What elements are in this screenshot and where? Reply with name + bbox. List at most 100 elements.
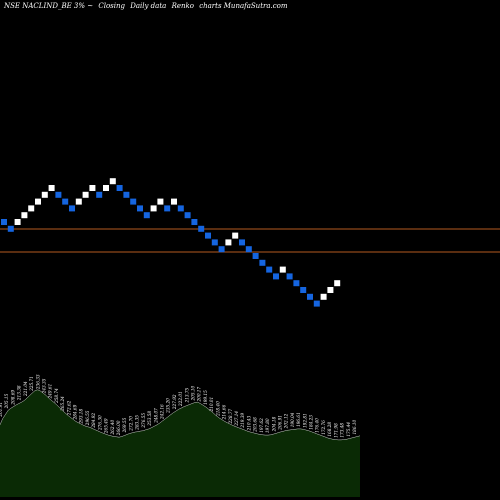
volume-value-label: 227.92: [172, 394, 177, 410]
renko-brick-down: [96, 191, 103, 198]
volume-value-label: 243.35: [42, 378, 47, 394]
volume-value-label: 210.01: [209, 397, 214, 413]
volume-value-label: 218.40: [215, 401, 220, 417]
renko-brick-down: [62, 198, 69, 205]
renko-brick-down: [1, 219, 7, 225]
renko-brick-up: [225, 239, 232, 246]
volume-value-label: 296.55: [85, 410, 90, 426]
renko-brick-up: [82, 191, 89, 198]
renko-brick-down: [164, 205, 171, 212]
renko-brick-down: [137, 205, 143, 212]
renko-brick-down: [313, 300, 320, 307]
volume-value-label: 258.74: [54, 388, 59, 404]
renko-brick-down: [7, 225, 14, 232]
volume-value-label: 249.61: [48, 384, 53, 400]
renko-brick-down: [245, 246, 252, 253]
renko-brick-up: [171, 198, 177, 205]
volume-value-label: 235.20: [166, 398, 171, 414]
volume-value-label: 265.24: [60, 396, 65, 412]
renko-brick-down: [266, 266, 273, 273]
renko-brick-up: [157, 198, 164, 205]
renko-brick-up: [327, 287, 334, 293]
volume-value-label: 196.61: [296, 412, 301, 427]
renko-brick-down: [130, 198, 137, 205]
volume-value-label: 227.14: [234, 411, 239, 427]
volume-value-label: 228.77: [228, 409, 233, 425]
volume-value-label: 184.23: [309, 415, 314, 430]
renko-brick-up: [150, 205, 157, 212]
volume-value-label: 201.91: [0, 402, 3, 418]
volume-value-label: 262.40: [110, 420, 115, 436]
volume-value-label: 208.69: [10, 390, 15, 406]
renko-brick-up: [109, 178, 116, 185]
renko-brick-down: [300, 287, 307, 293]
renko-brick-down: [293, 280, 300, 287]
volume-value-label: 204.18: [271, 416, 276, 432]
volume-value-label: 190.04: [290, 412, 295, 427]
renko-brick-down: [191, 219, 198, 225]
volume-value-label: 276.30: [97, 415, 102, 431]
renko-brick-down: [273, 273, 279, 280]
volume-value-label: 284.92: [91, 413, 96, 429]
renko-brick-down: [123, 191, 130, 198]
volume-value-label: 219.39: [240, 413, 245, 429]
renko-brick-down: [252, 253, 259, 259]
renko-brick-down: [211, 239, 218, 246]
volume-value-label: 276.55: [141, 413, 146, 429]
renko-brick-down: [55, 191, 62, 198]
renko-brick-down: [184, 212, 191, 219]
renko-brick-down: [239, 239, 245, 246]
volume-value-label: 242.16: [160, 404, 165, 420]
volume-value-label: 197.62: [259, 418, 264, 433]
volume-value-label: 172.76: [321, 420, 326, 435]
volume-value-label: 265.49: [104, 418, 109, 434]
chart-header: NSE NACLIND_BE 3% ~ Closing Daily data R…: [4, 2, 291, 10]
renko-brick-up: [279, 266, 286, 273]
renko-brick-down: [116, 185, 123, 191]
volume-value-label: 248.07: [153, 408, 158, 424]
volume-value-label: 269.55: [122, 417, 127, 433]
volume-value-label: 221.04: [23, 381, 28, 397]
renko-brick-down: [198, 225, 205, 232]
volume-value-label: 253.58: [147, 411, 152, 427]
source-label: charts MunafaSutra.com: [199, 2, 288, 10]
renko-brick-up: [48, 185, 55, 191]
volume-area-fill: [0, 389, 360, 497]
volume-value-label: 173.48: [340, 423, 345, 438]
volume-value-label: 186.10: [352, 420, 357, 435]
volume-value-label: 283.35: [135, 415, 140, 431]
volume-value-label: 284.69: [73, 404, 78, 420]
volume-value-label: 168.28: [327, 422, 332, 437]
renko-brick-down: [177, 205, 184, 212]
volume-value-label: 210.43: [246, 415, 251, 431]
mode-label: Closing: [98, 2, 125, 10]
volume-value-label: 171.98: [333, 423, 338, 438]
renko-brick-up: [103, 185, 109, 191]
volume-value-label: 202.12: [284, 413, 289, 429]
volume-value-label: 205.15: [4, 393, 9, 409]
volume-value-label: 197.80: [265, 418, 270, 433]
volume-value-label: 205.10: [191, 386, 196, 402]
renko-brick-down: [307, 293, 313, 300]
volume-value-label: 176.40: [315, 418, 320, 433]
renko-brick-down: [259, 259, 266, 266]
volume-value-label: 175.44: [346, 422, 351, 437]
volume-value-label: 236.33: [35, 374, 40, 390]
renko-brick-down: [205, 232, 211, 239]
type-label: Renko: [171, 2, 194, 10]
volume-value-label: 203.68: [253, 417, 258, 433]
renko-brick-down: [143, 212, 150, 219]
volume-value-label: 213.75: [184, 388, 189, 404]
renko-brick-up: [89, 185, 96, 191]
volume-value-label: 192.81: [302, 413, 307, 428]
renko-brick-up: [28, 205, 35, 212]
renko-brick-up: [232, 232, 239, 239]
renko-brick-up: [35, 198, 41, 205]
volume-value-label: 266.00: [116, 420, 121, 436]
renko-brick-up: [334, 280, 341, 287]
renko-brick-down: [69, 205, 75, 212]
volume-value-label: 199.15: [203, 390, 208, 405]
volume-area: [0, 389, 361, 497]
